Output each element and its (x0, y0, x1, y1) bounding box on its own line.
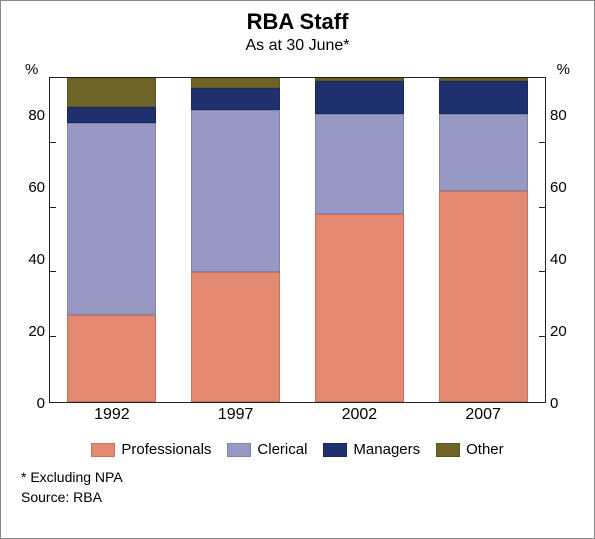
legend-swatch (436, 443, 460, 457)
bar-seg-managers (439, 81, 528, 113)
bar-seg-clerical (315, 114, 404, 214)
y-tick-label-right: 0 (550, 395, 580, 412)
y-axis-label-left: % (25, 61, 38, 78)
legend: Professionals Clerical Managers Other (1, 441, 594, 461)
legend-swatch (91, 443, 115, 457)
bar-seg-clerical (191, 110, 280, 272)
legend-item-managers: Managers (323, 441, 420, 458)
chart-title: RBA Staff (1, 1, 594, 35)
bar-seg-clerical (439, 114, 528, 192)
legend-label: Professionals (121, 441, 211, 458)
x-tick-label: 2007 (465, 406, 501, 424)
x-tick-label: 1997 (218, 406, 254, 424)
bar-seg-managers (191, 88, 280, 111)
legend-item-other: Other (436, 441, 504, 458)
y-tick-label-left: 40 (15, 251, 45, 268)
y-tick-label-right: 80 (550, 107, 580, 124)
y-axis-label-right: % (557, 61, 570, 78)
chart-container: RBA Staff As at 30 June* % % 19921997200… (0, 0, 595, 539)
x-tick-label: 1992 (94, 406, 130, 424)
bar-seg-professionals (191, 272, 280, 402)
bar-seg-managers (315, 81, 404, 113)
bar-seg-professionals (439, 191, 528, 402)
bar-seg-other (439, 78, 528, 81)
legend-swatch (323, 443, 347, 457)
bar-1992 (67, 78, 156, 402)
bar-seg-professionals (315, 214, 404, 402)
legend-swatch (227, 443, 251, 457)
legend-item-professionals: Professionals (91, 441, 211, 458)
footnote: * Excluding NPA (21, 469, 123, 485)
x-tick-label: 2002 (342, 406, 378, 424)
source-text: Source: RBA (21, 489, 102, 505)
bar-seg-professionals (67, 315, 156, 402)
bar-1997 (191, 78, 280, 402)
chart-area: % % 1992199720022007 002020404060608080 (49, 65, 546, 425)
bar-seg-other (315, 78, 404, 81)
legend-item-clerical: Clerical (227, 441, 307, 458)
bar-seg-managers (67, 107, 156, 123)
chart-subtitle: As at 30 June* (1, 37, 594, 55)
y-tick-label-right: 40 (550, 251, 580, 268)
y-tick-label-left: 20 (15, 323, 45, 340)
legend-label: Managers (353, 441, 420, 458)
plot-area: 1992199720022007 (49, 77, 546, 403)
y-tick-label-left: 80 (15, 107, 45, 124)
y-tick-label-right: 60 (550, 179, 580, 196)
legend-label: Other (466, 441, 504, 458)
y-tick-label-left: 0 (15, 395, 45, 412)
legend-label: Clerical (257, 441, 307, 458)
bar-seg-clerical (67, 123, 156, 314)
y-tick-label-left: 60 (15, 179, 45, 196)
y-tick-label-right: 20 (550, 323, 580, 340)
bar-2007 (439, 78, 528, 402)
bar-seg-other (191, 78, 280, 88)
bar-seg-other (67, 78, 156, 107)
bar-2002 (315, 78, 404, 402)
